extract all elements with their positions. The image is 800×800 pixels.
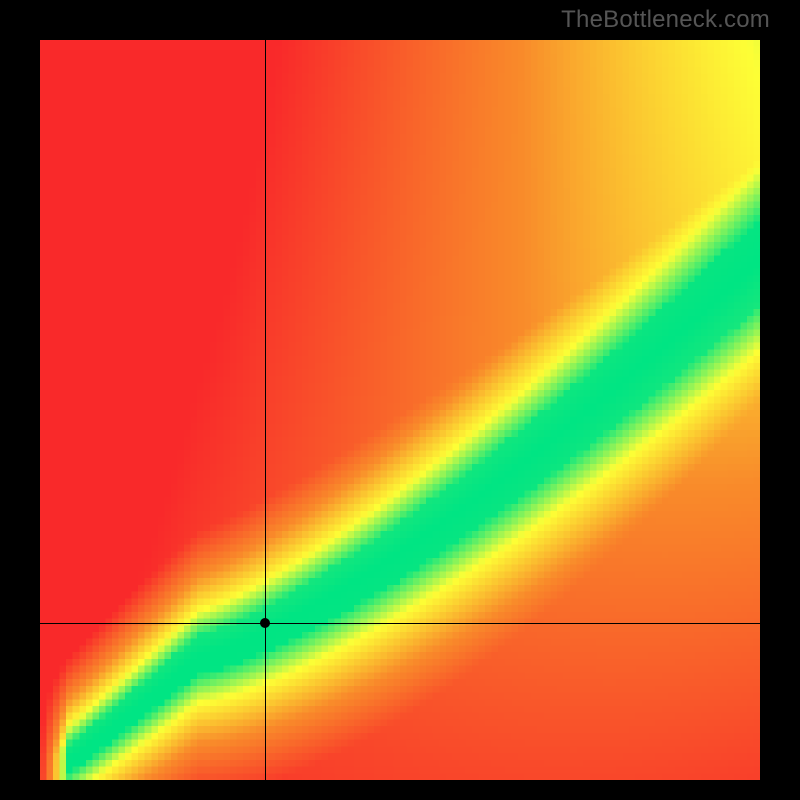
watermark-text: TheBottleneck.com	[561, 6, 770, 34]
plot-area	[40, 40, 760, 780]
crosshair-horizontal	[40, 623, 760, 624]
heatmap-canvas	[40, 40, 760, 780]
crosshair-vertical	[265, 40, 266, 780]
crosshair-dot	[260, 618, 270, 628]
frame: TheBottleneck.com	[0, 0, 800, 800]
